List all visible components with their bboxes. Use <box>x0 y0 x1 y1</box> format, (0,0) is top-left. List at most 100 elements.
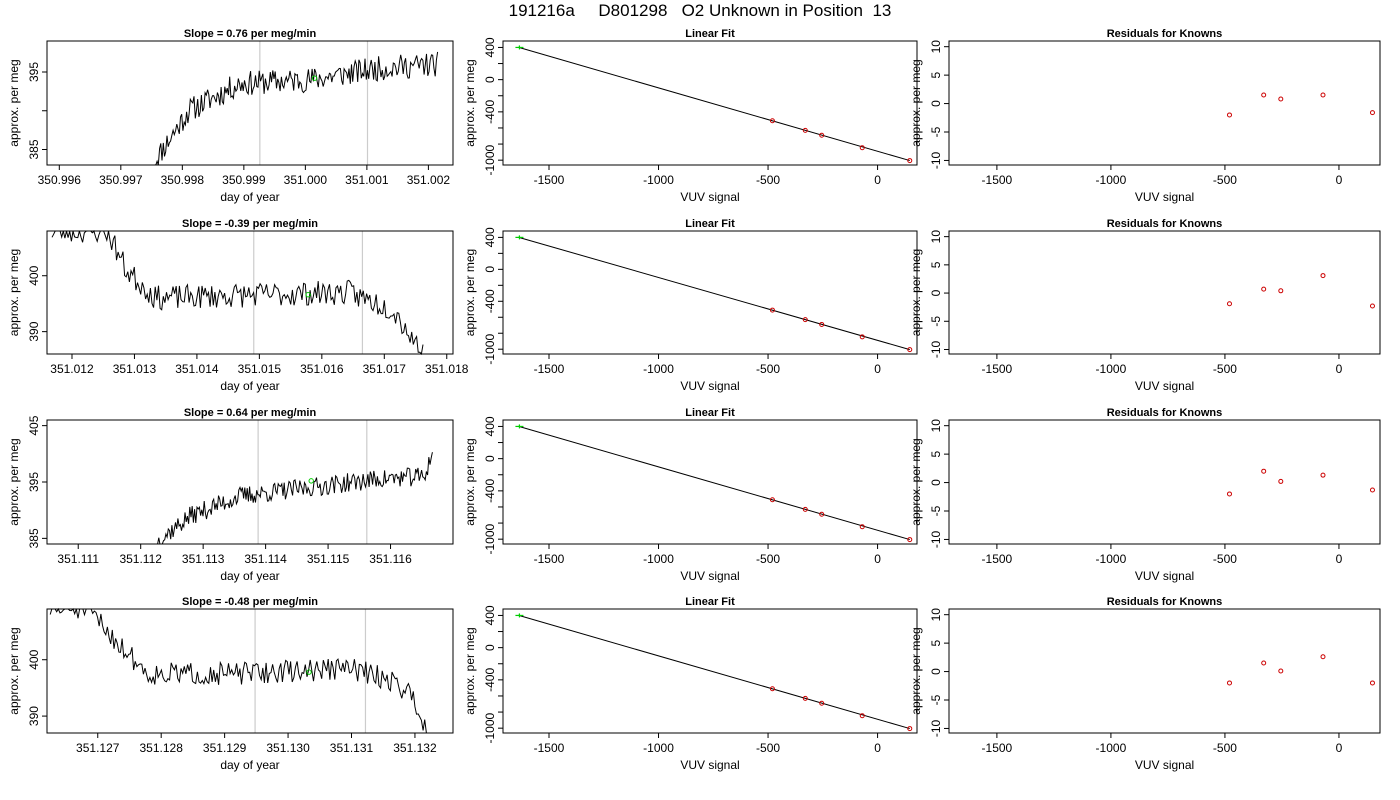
x-tick-label: -1000 <box>1096 552 1127 566</box>
x-axis-label: VUV signal <box>1135 379 1194 393</box>
panel-title: Residuals for Knowns <box>1107 596 1223 608</box>
y-axis-label: approx. per meg <box>909 438 923 525</box>
y-tick-label: -10 <box>929 151 943 169</box>
y-tick-label: 405 <box>27 415 41 435</box>
x-tick-label: -500 <box>1213 173 1237 187</box>
panel-title: Slope = -0.39 per meg/min <box>182 218 318 230</box>
x-tick-label: -1500 <box>534 741 565 755</box>
y-tick-label: -10 <box>929 340 943 358</box>
y-tick-label: 0 <box>483 76 497 83</box>
x-tick-label: -500 <box>1213 741 1237 755</box>
panel-title: Linear Fit <box>685 28 735 40</box>
plot-frame <box>502 608 918 734</box>
panel-0-3: Slope = -0.48 per meg/min day of year appr… <box>7 596 454 772</box>
y-tick-label: 385 <box>27 139 41 159</box>
x-axis-label: VUV signal <box>680 569 739 583</box>
x-tick-label: -500 <box>1213 362 1237 376</box>
panel-1-1: Linear Fit VUV signal approx. per meg -1500… <box>463 218 918 393</box>
y-tick-label: 10 <box>929 230 943 244</box>
x-tick-label: -1000 <box>1096 741 1127 755</box>
panel-2-1: Residuals for Knowns VUV signal approx. pe… <box>909 218 1381 393</box>
residual-point <box>1369 303 1375 309</box>
y-axis-label: approx. per meg <box>463 249 477 336</box>
residual-point <box>1226 491 1232 497</box>
residual-point <box>1261 286 1267 292</box>
x-tick-label: 0 <box>1336 552 1343 566</box>
y-tick-label: -5 <box>929 505 943 516</box>
y-tick-label: -400 <box>483 289 497 313</box>
x-tick-label: 351.018 <box>425 362 469 376</box>
signal-trace <box>49 607 427 734</box>
x-tick-label: 351.015 <box>238 362 282 376</box>
y-tick-label: -400 <box>483 668 497 692</box>
x-tick-label: 350.997 <box>99 173 143 187</box>
residual-point <box>1278 668 1284 674</box>
residual-point <box>1226 112 1232 118</box>
y-tick-label: 400 <box>27 265 41 285</box>
signal-trace <box>157 452 433 545</box>
x-tick-label: 0 <box>874 552 881 566</box>
known-point <box>907 158 913 164</box>
x-tick-label: 351.115 <box>307 552 350 566</box>
x-tick-label: -1500 <box>982 362 1013 376</box>
residual-point <box>1278 96 1284 102</box>
known-point <box>769 686 775 692</box>
panel-0-2: Slope = 0.64 per meg/min day of year appro… <box>7 407 454 583</box>
fit-line <box>518 236 910 351</box>
y-axis-label: approx. per meg <box>7 438 21 525</box>
panel-1-2: Linear Fit VUV signal approx. per meg -1500… <box>463 407 918 583</box>
x-tick-label: 351.130 <box>266 741 310 755</box>
x-tick-label: -500 <box>756 173 780 187</box>
y-tick-label: 400 <box>483 37 497 57</box>
y-tick-label: -5 <box>929 126 943 137</box>
y-tick-label: 0 <box>483 644 497 651</box>
y-tick-label: -400 <box>483 479 497 503</box>
signal-trace <box>154 51 439 166</box>
known-point <box>859 524 865 530</box>
x-tick-label: -1500 <box>534 362 565 376</box>
x-tick-label: 351.014 <box>175 362 219 376</box>
residual-point <box>1369 680 1375 686</box>
y-tick-label: 390 <box>27 321 41 341</box>
y-tick-label: 10 <box>929 40 943 54</box>
known-point <box>819 700 825 706</box>
residual-point <box>1261 468 1267 474</box>
plot-frame <box>46 608 454 734</box>
y-tick-label: -1000 <box>483 334 497 365</box>
x-tick-label: 351.012 <box>50 362 94 376</box>
x-tick-label: 0 <box>874 173 881 187</box>
x-axis-label: day of year <box>220 379 279 393</box>
plot-frame <box>948 608 1381 734</box>
x-tick-label: 351.013 <box>113 362 157 376</box>
x-tick-label: -1500 <box>982 741 1013 755</box>
x-axis-label: VUV signal <box>680 758 739 772</box>
x-tick-label: 351.002 <box>407 173 451 187</box>
fit-line <box>518 46 910 162</box>
y-tick-label: -5 <box>929 316 943 327</box>
plot-frame <box>948 419 1381 545</box>
known-point <box>802 317 808 323</box>
y-tick-label: -1000 <box>483 524 497 555</box>
panel-title: Linear Fit <box>685 218 735 230</box>
y-tick-label: 400 <box>483 605 497 625</box>
x-tick-label: 351.111 <box>57 552 99 566</box>
known-point <box>802 127 808 133</box>
y-tick-label: 0 <box>929 100 943 107</box>
x-tick-label: 351.016 <box>300 362 344 376</box>
unknown-mean-point <box>311 75 318 81</box>
y-tick-label: -10 <box>929 530 943 548</box>
x-tick-label: 0 <box>874 362 881 376</box>
x-tick-label: 351.112 <box>119 552 162 566</box>
x-tick-label: 0 <box>874 741 881 755</box>
residual-point <box>1320 472 1326 478</box>
y-tick-label: 10 <box>929 608 943 622</box>
known-point <box>802 695 808 701</box>
x-axis-label: VUV signal <box>1135 569 1194 583</box>
y-tick-label: -1000 <box>483 145 497 176</box>
panel-title: Residuals for Knowns <box>1107 407 1223 419</box>
x-tick-label: 351.129 <box>203 741 247 755</box>
known-point <box>859 145 865 151</box>
y-tick-label: 400 <box>483 227 497 247</box>
y-axis-label: approx. per meg <box>463 59 477 146</box>
x-axis-label: VUV signal <box>680 379 739 393</box>
